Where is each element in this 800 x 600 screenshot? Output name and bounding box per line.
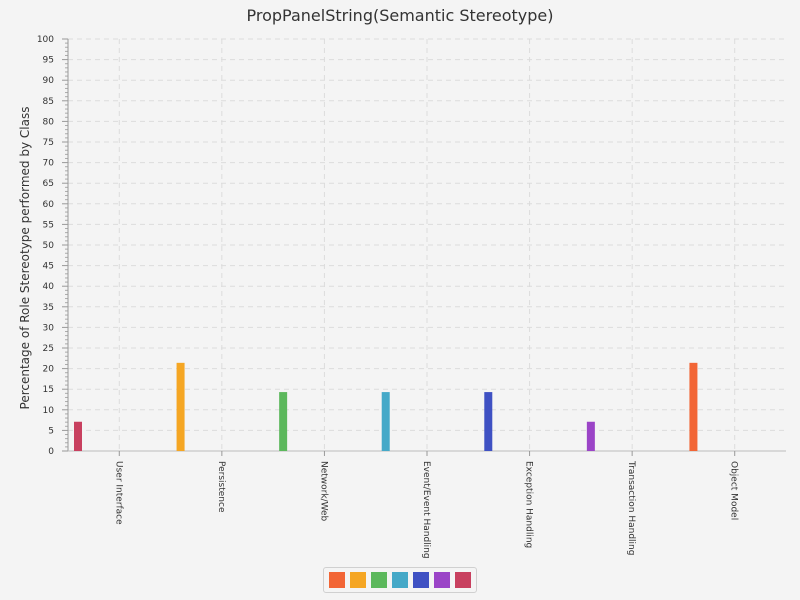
y-tick-label: 95 — [43, 56, 54, 66]
x-tick-label: Persistence — [216, 461, 226, 513]
legend — [323, 567, 477, 593]
legend-swatch — [350, 572, 366, 588]
y-tick-label: 60 — [43, 200, 55, 210]
labels: 0 5 10 15 20 25 30 35 40 45 50 55 60 65 70 75 80 85 90 95 10… — [37, 35, 739, 559]
bar — [689, 362, 698, 451]
x-tick-label: Network/Web — [318, 461, 328, 522]
y-tick-label: 85 — [43, 97, 54, 107]
legend-swatch — [455, 572, 471, 588]
y-tick-label: 45 — [43, 262, 54, 272]
x-tick-label: Exception Handling — [524, 461, 534, 548]
bar — [586, 421, 595, 451]
axes — [62, 38, 786, 456]
legend-swatch — [329, 572, 345, 588]
y-tick-label: 40 — [43, 282, 55, 292]
x-tick-label: Object Model — [729, 461, 739, 520]
legend-swatch — [434, 572, 450, 588]
x-tick-label: Transaction Handling — [626, 460, 636, 555]
y-tick-label: 75 — [43, 138, 54, 148]
y-tick-label: 80 — [43, 117, 55, 127]
bars — [74, 362, 698, 451]
y-axis-label: Percentage of Role Stereotype performed … — [18, 107, 32, 410]
x-tick-label: User Interface — [113, 461, 123, 525]
legend-swatch — [413, 572, 429, 588]
y-tick-label: 20 — [43, 365, 55, 375]
y-tick-label: 65 — [43, 179, 54, 189]
y-tick-label: 30 — [43, 323, 55, 333]
y-tick-label: 15 — [43, 385, 54, 395]
y-tick-label: 5 — [48, 426, 54, 436]
y-tick-label: 10 — [43, 406, 55, 416]
y-tick-label: 55 — [43, 220, 54, 230]
legend-swatch — [392, 572, 408, 588]
chart-title: PropPanelString(Semantic Stereotype) — [246, 6, 554, 25]
bar — [279, 392, 288, 451]
bar — [381, 392, 390, 451]
grid-lines — [68, 38, 786, 451]
y-tick-label: 90 — [43, 76, 55, 86]
y-tick-label: 100 — [37, 35, 54, 45]
y-tick-label: 0 — [48, 447, 54, 457]
legend-swatch — [371, 572, 387, 588]
bar — [74, 421, 82, 451]
y-tick-label: 50 — [43, 241, 55, 251]
x-tick-label: Event/Event Handling — [421, 461, 431, 559]
bar — [176, 362, 185, 451]
y-tick-label: 25 — [43, 344, 54, 354]
bar — [484, 392, 493, 451]
y-tick-label: 35 — [43, 303, 54, 313]
y-tick-label: 70 — [43, 159, 55, 169]
